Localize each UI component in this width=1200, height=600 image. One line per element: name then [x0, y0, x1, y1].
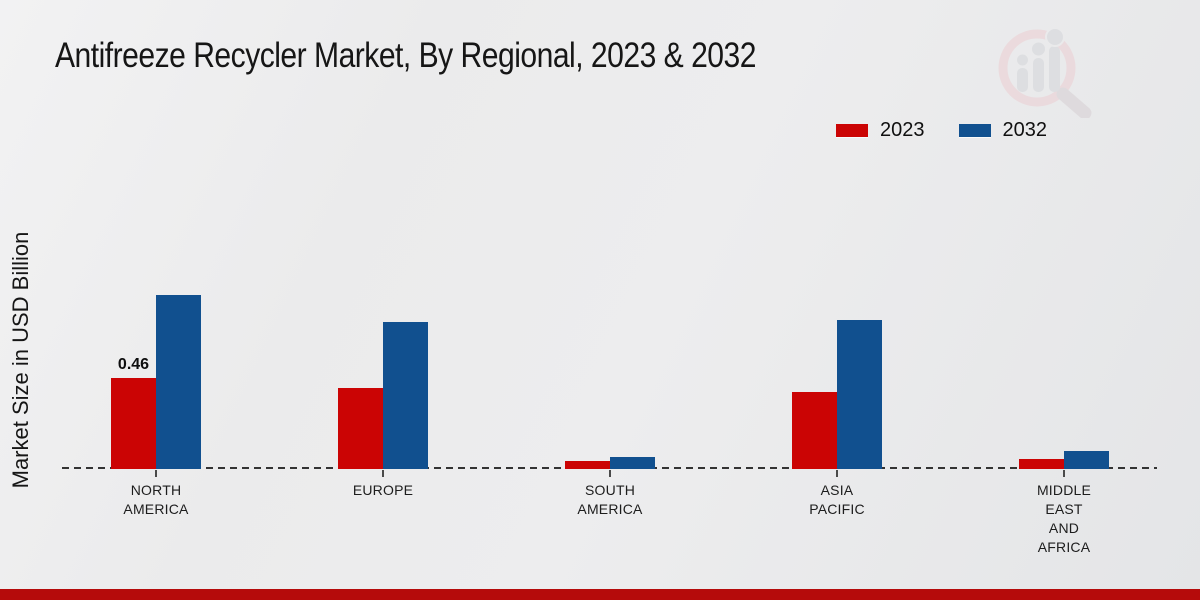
- bar-2023-south-america: [565, 461, 610, 469]
- legend-swatch-2023: [836, 124, 868, 137]
- bar-2032-south-america: [610, 457, 655, 469]
- x-axis-category-label: NORTH AMERICA: [123, 482, 189, 517]
- legend-label: 2032: [1002, 119, 1048, 141]
- legend: 2023 2032: [836, 119, 1047, 142]
- x-axis-category-label: ASIA PACIFIC: [809, 482, 865, 517]
- x-axis-tick: [836, 470, 838, 477]
- x-axis-category-label: SOUTH AMERICA: [577, 482, 643, 517]
- legend-swatch-2032: [958, 124, 991, 137]
- bar-2032-middle-east-and-africa: [1064, 451, 1109, 469]
- chart-title: Antifreeze Recycler Market, By Regional,…: [55, 36, 756, 75]
- bar-2032-europe: [383, 322, 428, 469]
- bar-2023-north-america: [111, 378, 156, 469]
- bar-2023-europe: [338, 388, 383, 469]
- x-axis-tick: [1063, 470, 1065, 477]
- legend-item-2023: 2023: [836, 119, 925, 142]
- footer-accent-bar: [0, 589, 1200, 600]
- bar-2023-middle-east-and-africa: [1019, 459, 1064, 469]
- magnifier-bar-chart-logo-icon: [998, 27, 1092, 118]
- x-axis-tick: [382, 470, 384, 477]
- bar-2032-north-america: [156, 295, 201, 469]
- x-axis-tick: [609, 470, 611, 477]
- legend-item-2032: 2032: [958, 119, 1048, 142]
- x-axis-category-label: EUROPE: [352, 482, 414, 498]
- x-axis-category-label: MIDDLE EAST AND AFRICA: [1036, 482, 1092, 555]
- bar-2023-asia-pacific: [792, 392, 837, 469]
- bar-2032-asia-pacific: [837, 320, 882, 469]
- x-axis-tick: [155, 470, 157, 477]
- legend-label: 2023: [880, 119, 925, 141]
- bar-value-label: 0.46: [117, 356, 150, 373]
